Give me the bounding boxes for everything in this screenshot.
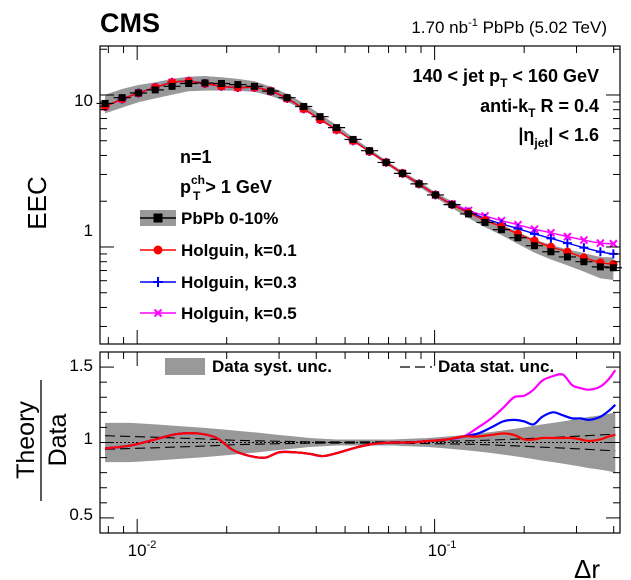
x-tick-label-1e-2: 10-2: [128, 539, 157, 560]
data-point: [201, 79, 209, 87]
legend-k05-label: Holguin, k=0.5: [181, 304, 297, 323]
data-point: [185, 79, 193, 87]
cms-label: CMS: [100, 8, 160, 38]
marker-k03: [595, 247, 605, 257]
marker-k05: [546, 228, 556, 237]
legend-k03: Holguin, k=0.3: [140, 273, 297, 292]
jet-algorithm: anti-kT R = 0.4: [480, 96, 599, 120]
n-label: n=1: [180, 147, 212, 167]
ratio-tick-label-1.5: 1.5: [69, 356, 93, 375]
data-point: [514, 234, 522, 242]
ratio-axes: [99, 351, 621, 534]
data-point: [432, 191, 440, 199]
legend-syst-swatch: [165, 358, 205, 375]
data-point: [497, 226, 505, 234]
ratio-curve-k01: [104, 432, 616, 459]
eta-selection: |ηjet| < 1.6: [518, 125, 599, 150]
track-pt-label: pch T > 1 GeV: [180, 173, 272, 203]
y-tick-label-10: 10: [74, 91, 93, 110]
legend-k01: Holguin, k=0.1: [140, 241, 297, 260]
top-syst-band: [105, 76, 614, 281]
marker-k05: [596, 238, 605, 248]
data-point: [365, 147, 373, 155]
legend-data: PbPb 0-10%: [140, 209, 278, 228]
top-axes: [99, 45, 621, 345]
data-point: [399, 169, 407, 177]
data-point: [250, 82, 258, 90]
legend-k01-label: Holguin, k=0.1: [181, 241, 297, 260]
top-frame: [99, 45, 621, 345]
legend-k05: Holguin, k=0.5: [140, 304, 297, 323]
data-point: [101, 99, 109, 107]
marker-k03: [579, 243, 589, 253]
data-point: [563, 253, 571, 261]
marker-k05: [563, 232, 572, 241]
data-point: [234, 81, 242, 89]
data-point: [333, 124, 341, 132]
y-axis-title-ratio-denominator: Data: [44, 414, 72, 467]
legend-data-marker: [153, 213, 163, 223]
marker-k05: [609, 239, 618, 248]
data-point: [118, 94, 126, 102]
data-point: [382, 158, 390, 166]
data-point: [547, 248, 555, 256]
data-point: [609, 264, 617, 272]
data-point: [134, 89, 142, 97]
legend-syst: Data syst. unc.: [165, 357, 332, 376]
marker-k03: [546, 233, 556, 243]
y-axis-title-ratio-numerator: Theory: [12, 401, 40, 479]
marker-k03: [562, 238, 572, 248]
ratio-tick-label-0.5: 0.5: [69, 505, 93, 524]
data-point: [481, 218, 489, 226]
ratio-tick-label-1: 1: [84, 429, 93, 448]
x-axis-title: Δr: [574, 554, 600, 580]
legend-stat: Data stat. unc.: [400, 357, 554, 376]
legend-k03-label: Holguin, k=0.3: [181, 273, 297, 292]
legend-k01-marker: [153, 245, 163, 255]
ratio-syst-band: [100, 412, 620, 473]
legend-k03-marker: [153, 277, 163, 287]
data-point: [530, 242, 538, 250]
jet-pt-selection: 140 < jet pT < 160 GeV: [413, 66, 599, 90]
y-tick-label-1: 1: [84, 221, 93, 240]
data-point: [217, 79, 225, 87]
top-data-points: [96, 79, 622, 272]
top-syst-band-area: [105, 76, 614, 281]
data-point: [448, 201, 456, 209]
ratio-stat-lower: [105, 442, 616, 452]
data-point: [580, 258, 588, 266]
data-point: [415, 180, 423, 188]
data-point: [300, 102, 308, 110]
data-point: [316, 113, 324, 121]
legend-data-label: PbPb 0-10%: [181, 209, 278, 228]
legend-stat-label: Data stat. unc.: [438, 357, 554, 376]
marker-k05: [530, 224, 539, 234]
y-axis-title-top: EEC: [22, 176, 52, 229]
ratio-curves: [104, 369, 617, 459]
data-point: [168, 82, 176, 90]
data-point: [465, 210, 473, 218]
legend-syst-label: Data syst. unc.: [212, 357, 332, 376]
data-point: [267, 87, 275, 95]
x-tick-label-1e-1: 10-1: [428, 539, 457, 560]
marker-k05: [579, 235, 589, 245]
legend-k05-marker: [153, 308, 163, 318]
data-point: [283, 94, 291, 102]
luminosity-label: 1.70 nb-1 PbPb (5.02 TeV): [411, 17, 607, 37]
data-point: [349, 135, 357, 143]
data-point: [151, 86, 159, 94]
data-point: [596, 263, 604, 271]
